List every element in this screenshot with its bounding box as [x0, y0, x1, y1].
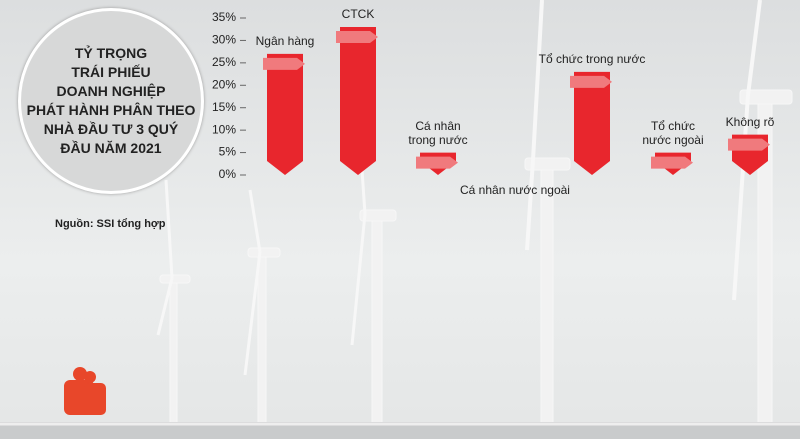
title-line: PHÁT HÀNH PHÂN THEO — [26, 102, 196, 118]
y-tick-label: 5% — [219, 145, 237, 159]
bar — [340, 26, 376, 175]
category-label: Cá nhân nước ngoài — [460, 183, 570, 197]
category-label: Ngân hàng — [255, 33, 315, 48]
bar-tab — [570, 75, 612, 88]
title-line: TỶ TRỌNG — [74, 45, 148, 61]
bar — [574, 71, 610, 175]
y-tick-label: 30% — [212, 33, 236, 47]
y-tick-label: 15% — [212, 100, 236, 114]
y-tick-label: 25% — [212, 55, 236, 69]
y-tick-label: 10% — [212, 122, 236, 136]
title-line: DOANH NGHIỆP — [56, 83, 166, 99]
category-label: Cá nhân trong nước — [408, 118, 468, 147]
category-label: Tổ chức trong nước — [538, 51, 646, 66]
title-line: ĐẦU NĂM 2021 — [60, 140, 162, 156]
y-tick-label: 35% — [212, 10, 236, 24]
chart-title: TỶ TRỌNG TRÁI PHIẾU DOANH NGHIỆP PHÁT HÀNH … — [18, 8, 204, 194]
category-label: CTCK — [341, 6, 375, 21]
source: Nguồn: SSI tổng hợp — [55, 218, 166, 230]
bar-tab — [263, 57, 305, 70]
bar-tab — [416, 156, 458, 169]
bar-tab — [336, 30, 378, 43]
bar-tab — [651, 156, 693, 169]
title-line: NHÀ ĐẦU TƯ 3 QUÝ — [43, 121, 179, 137]
bar — [267, 53, 303, 176]
y-tick-label: 0% — [219, 167, 237, 181]
y-tick-label: 20% — [212, 77, 236, 91]
category-label: Không rõ — [725, 114, 775, 129]
bar-tab — [728, 138, 770, 151]
category-label: Tổ chức nước ngoài — [642, 118, 704, 147]
title-line: TRÁI PHIẾU — [71, 64, 151, 80]
